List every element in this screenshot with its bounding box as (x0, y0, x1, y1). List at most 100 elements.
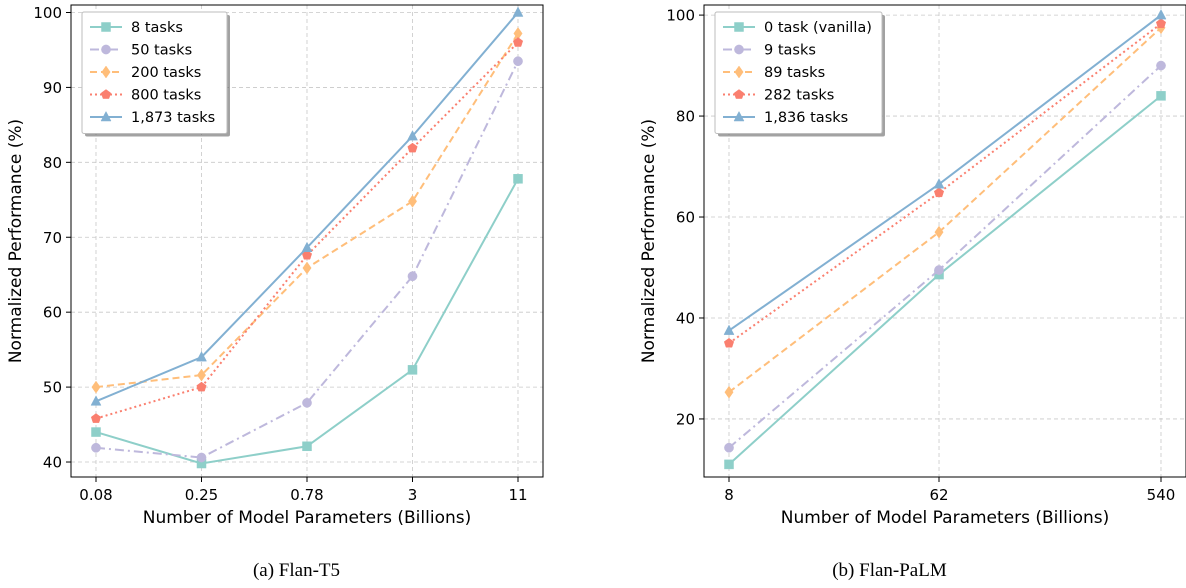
legend-item-1-873-tasks: 1,873 tasks (90, 110, 215, 126)
data-point-1-873-tasks-0-08 (90, 395, 102, 406)
data-point-0-task-vanilla-540 (1156, 91, 1166, 101)
data-point-8-tasks-3 (407, 365, 418, 375)
chart-panel-flan-t5: 40 50 60 70 80 90 100 0.08 0.25 0.78 3 11 Number of … (6, 4, 544, 581)
data-point-50-tasks-3 (407, 271, 418, 282)
series-line-0-task-vanilla (728, 95, 1162, 466)
data-point-50-tasks-11 (513, 56, 523, 67)
y-tick-label-50: 50 (43, 379, 62, 397)
legend-marker-200-tasks (101, 65, 111, 79)
caption-flan-t5: (a) Flan-T5 (252, 560, 341, 581)
data-point-8-tasks-11 (513, 174, 523, 184)
data-point-0-task-vanilla-8 (724, 459, 734, 470)
data-point-1-873-tasks-0-25 (196, 351, 207, 362)
y-axis-label: Normalized Performance (%) (6, 119, 26, 363)
y-axis-label: Normalized Performance (%) (639, 119, 659, 363)
x-tick-label-11: 11 (508, 486, 527, 504)
data-point-200-tasks-3 (407, 194, 418, 208)
y-tick-label-80: 80 (676, 108, 695, 126)
data-point-8-tasks-0-78 (302, 441, 312, 452)
series-800-tasks (90, 37, 524, 423)
series-8-tasks (91, 174, 523, 469)
data-point-800-tasks-0-08 (90, 413, 102, 423)
y-tick-label-70: 70 (43, 229, 62, 247)
legend-marker-50-tasks (101, 44, 111, 55)
data-point-200-tasks-0-08 (91, 380, 101, 394)
chart-flan-t5: 40 50 60 70 80 90 100 0.08 0.25 0.78 3 11 Number of … (6, 4, 544, 528)
legend-item-1-836-tasks: 1,836 tasks (723, 110, 848, 126)
data-point-9-tasks-540 (1156, 60, 1166, 71)
legend-marker-8-tasks (101, 22, 111, 32)
series-9-tasks (724, 60, 1166, 453)
data-point-1-873-tasks-11 (512, 6, 524, 17)
plot-frame (703, 4, 1186, 478)
legend-marker-9-tasks (734, 44, 744, 55)
data-point-282-tasks-62 (933, 187, 945, 198)
x-tick-label-8: 8 (724, 486, 734, 504)
legend-label-1-873-tasks: 1,873 tasks (131, 110, 215, 126)
series-line-282-tasks (728, 22, 1162, 345)
data-point-50-tasks-0-78 (302, 397, 312, 408)
legend-marker-1-873-tasks (100, 110, 112, 122)
legend-item-89-tasks: 89 tasks (723, 65, 825, 81)
data-point-89-tasks-8 (724, 385, 734, 399)
data-point-282-tasks-540 (1155, 18, 1167, 28)
y-tick-label-100: 100 (666, 7, 695, 25)
data-point-1-873-tasks-0-78 (301, 241, 313, 252)
axes: 20 40 60 80 100 8 62 540 (666, 7, 1175, 504)
legend-marker-0-task-vanilla (734, 22, 744, 32)
legend-box (714, 11, 883, 134)
legend: 0 task (vanilla) 9 tasks 89 tasks 282 tasks… (714, 11, 885, 137)
legend-item-9-tasks: 9 tasks (723, 43, 816, 59)
data-point-89-tasks-62 (934, 225, 944, 239)
data-point-1-836-tasks-540 (1155, 9, 1167, 20)
x-tick-label-0-08: 0.08 (79, 486, 112, 504)
legend-label-282-tasks: 282 tasks (764, 88, 834, 104)
data-point-9-tasks-8 (724, 442, 734, 453)
x-tick-label-62: 62 (929, 486, 948, 504)
x-tick-label-0-78: 0.78 (290, 486, 323, 504)
data-point-800-tasks-11 (512, 37, 524, 47)
legend-item-50-tasks: 50 tasks (90, 43, 192, 59)
legend-label-800-tasks: 800 tasks (131, 88, 201, 104)
series-line-9-tasks (728, 64, 1162, 449)
caption-flan-palm: (b) Flan-PaLM (832, 560, 947, 581)
y-tick-label-60: 60 (676, 209, 695, 227)
x-axis-label: Number of Model Parameters (Billions) (781, 508, 1110, 528)
legend-label-89-tasks: 89 tasks (764, 65, 825, 81)
data-point-200-tasks-0-78 (302, 261, 312, 275)
data-point-9-tasks-62 (934, 265, 944, 275)
y-tick-label-20: 20 (676, 410, 695, 428)
legend: 8 tasks 50 tasks 200 tasks 800 tasks 1,873 t… (81, 11, 230, 137)
legend-item-200-tasks: 200 tasks (90, 65, 201, 81)
data-point-1-836-tasks-62 (933, 178, 945, 189)
y-tick-label-60: 60 (43, 304, 62, 322)
series-50-tasks (91, 56, 523, 463)
data-point-200-tasks-0-25 (196, 368, 207, 382)
chart-panel-flan-palm: 20 40 60 80 100 8 62 540 Number of Model Paramet… (593, 0, 1186, 588)
legend-item-282-tasks: 282 tasks (723, 88, 834, 104)
data-point-1-873-tasks-3 (407, 130, 418, 141)
y-tick-label-100: 100 (33, 4, 62, 22)
data-point-8-tasks-0-08 (91, 427, 101, 437)
legend-marker-800-tasks (100, 89, 112, 99)
legend-marker-89-tasks (734, 65, 744, 79)
x-tick-label-3: 3 (408, 486, 418, 504)
series-1-836-tasks (723, 9, 1167, 335)
plot-frame (70, 4, 544, 478)
y-tick-label-80: 80 (43, 154, 62, 172)
legend-label-0-task-vanilla: 0 task (vanilla) (764, 20, 872, 36)
data-point-282-tasks-8 (723, 337, 735, 348)
x-tick-label-540: 540 (1147, 486, 1176, 504)
legend-item-8-tasks: 8 tasks (90, 20, 183, 36)
legend-item-0-task-vanilla: 0 task (vanilla) (723, 20, 872, 36)
legend-label-9-tasks: 9 tasks (764, 43, 816, 59)
legend-label-50-tasks: 50 tasks (131, 43, 192, 59)
series-line-50-tasks (95, 60, 519, 459)
data-point-800-tasks-3 (407, 142, 418, 153)
legend-box (81, 11, 228, 134)
legend-marker-1-836-tasks (733, 110, 745, 122)
x-tick-label-0-25: 0.25 (185, 486, 218, 504)
y-tick-label-40: 40 (43, 454, 62, 472)
chart-flan-palm: 20 40 60 80 100 8 62 540 Number of Model Paramet… (639, 4, 1186, 528)
series-282-tasks (723, 18, 1167, 348)
